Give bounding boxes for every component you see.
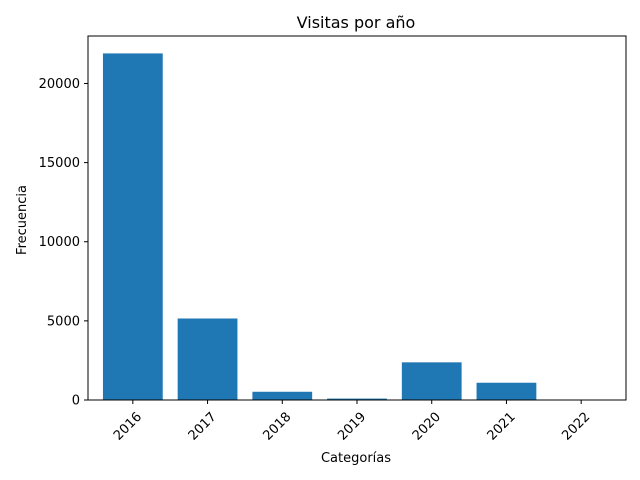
bar-2021 [476,382,537,400]
y-tick-label: 15000 [39,156,80,171]
bar-2019 [327,398,387,400]
x-tick-label-2018: 2018 [260,410,294,444]
x-tick-label-2022: 2022 [559,410,593,444]
y-axis-ticks: 0 5000 10000 15000 20000 [39,77,88,409]
x-tick-label-2021: 2021 [485,410,519,444]
x-tick-label-2019: 2019 [335,410,369,444]
y-tick-label: 0 [72,394,80,409]
y-axis-label: Frecuencia [15,185,30,255]
plot-frame [87,35,627,401]
x-axis-label: Categorías [321,451,391,466]
x-tick-label-2016: 2016 [111,410,145,444]
bar-2020 [401,362,462,400]
bars-group [102,53,612,401]
y-tick-label: 5000 [47,314,80,329]
y-tick-label: 20000 [39,77,80,92]
y-tick-label: 10000 [39,235,80,250]
bar-2016 [102,53,163,401]
bar-2017 [177,318,238,400]
x-tick-label-2017: 2017 [186,410,220,444]
bar-2018 [252,391,313,400]
x-axis-ticks: 2016 2017 2018 2019 2020 2021 2022 [111,400,593,444]
chart-title: Visitas por año [297,13,416,32]
x-tick-label-2020: 2020 [410,410,444,444]
